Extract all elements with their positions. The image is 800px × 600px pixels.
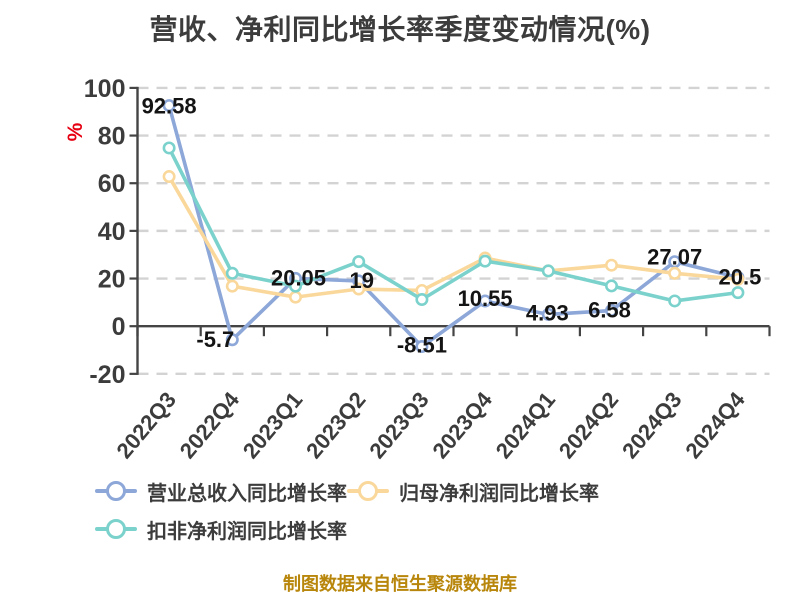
data-point-s1-2024Q2: [604, 258, 618, 272]
y-tick-label-60: 60: [98, 170, 126, 198]
x-tick-label-2023Q3: 2023Q3: [364, 387, 433, 463]
y-axis-unit-label: %: [64, 122, 87, 141]
data-point-s2-2022Q4: [225, 266, 239, 280]
x-tick-label-2023Q2: 2023Q2: [301, 387, 370, 463]
legend-label-2: 扣非净利润同比增长率: [147, 520, 347, 543]
y-tick-label-100: 100: [84, 75, 126, 103]
point-value-label-2022Q3: 92.58: [142, 94, 197, 119]
data-point-s2-2024Q4: [731, 286, 745, 300]
data-point-s1-2022Q4: [225, 279, 239, 293]
series-line-1: [167, 174, 740, 299]
x-tick-label-2024Q2: 2024Q2: [554, 387, 623, 463]
legend-line-marker-icon: [95, 518, 137, 540]
data-point-s1-2022Q3: [162, 170, 176, 184]
legend-line-marker-icon: [347, 480, 389, 502]
data-point-s2-2023Q1: [288, 279, 302, 293]
data-point-s0-2023Q4: [478, 294, 492, 308]
x-tick-label-2024Q3: 2024Q3: [617, 387, 686, 463]
x-tick-label-2022Q3: 2022Q3: [111, 387, 180, 463]
chart-title: 营收、净利同比增长率季度变动情况(%): [149, 14, 651, 45]
point-value-label-2022Q4: -5.7: [196, 327, 234, 352]
data-point-s1-2023Q2: [352, 282, 366, 296]
y-tick-label-40: 40: [98, 218, 126, 246]
legend-item-2[interactable]: 扣非净利润同比增长率: [95, 517, 347, 543]
x-tick-label-2022Q4: 2022Q4: [175, 387, 245, 464]
data-point-s1-2023Q1: [288, 290, 302, 304]
data-point-s1-2024Q3: [668, 266, 682, 280]
x-tick-label-2023Q1: 2023Q1: [238, 387, 307, 463]
legend-label-0: 营业总收入同比增长率: [147, 482, 347, 505]
source-note: 制图数据来自恒生聚源数据库: [283, 574, 517, 594]
y-tick-label-80: 80: [98, 123, 126, 151]
legend-label-1: 归母净利润同比增长率: [399, 482, 599, 505]
point-value-label-2024Q3: 27.07: [647, 245, 702, 270]
point-value-label-2024Q1: 4.93: [526, 300, 569, 325]
point-value-label-2023Q4: 10.55: [458, 286, 513, 311]
data-point-s2-2024Q3: [668, 294, 682, 308]
x-tick-label-2023Q4: 2023Q4: [427, 387, 497, 464]
series-line-2: [167, 146, 740, 303]
data-point-s1-2024Q4: [731, 272, 745, 286]
legend-line-marker-icon: [95, 480, 137, 502]
data-point-s2-2024Q2: [604, 279, 618, 293]
data-point-s0-2024Q2: [604, 304, 618, 318]
legend-item-1[interactable]: 归母净利润同比增长率: [347, 479, 599, 505]
data-point-s2-2024Q1: [541, 264, 555, 278]
data-point-s2-2023Q2: [352, 255, 366, 269]
x-tick-label-2024Q1: 2024Q1: [491, 387, 560, 463]
point-value-label-2023Q1: 20.05: [271, 265, 326, 290]
y-tick-label--20: -20: [89, 361, 125, 389]
point-value-label-2024Q4: 20.5: [718, 264, 761, 289]
legend-item-0[interactable]: 营业总收入同比增长率: [95, 479, 347, 505]
point-value-label-2024Q2: 6.58: [588, 298, 631, 323]
data-point-s2-2023Q4: [478, 254, 492, 268]
x-tick-label-2024Q4: 2024Q4: [680, 387, 750, 464]
series-line-0: [167, 103, 740, 349]
data-point-s0-2024Q1: [541, 307, 555, 321]
data-point-s0-2023Q3: [415, 339, 429, 353]
data-point-s0-2022Q3: [162, 99, 176, 113]
data-point-s2-2023Q3: [415, 293, 429, 307]
point-value-label-2023Q2: 19: [349, 268, 373, 293]
data-point-s0-2022Q4: [225, 333, 239, 347]
point-value-label-2023Q3: -8.51: [397, 332, 447, 357]
y-tick-label-20: 20: [98, 266, 126, 294]
data-point-s2-2022Q3: [162, 141, 176, 155]
y-tick-label-0: 0: [112, 313, 126, 341]
